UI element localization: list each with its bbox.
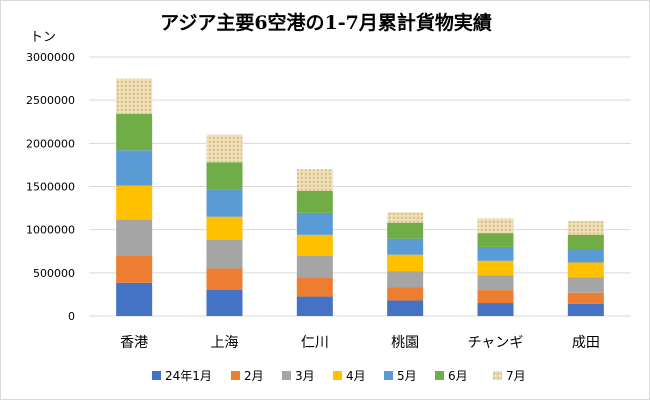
bar-segment: [296, 234, 333, 256]
y-tick-label: 1000000: [26, 224, 75, 237]
bar-segment: [387, 238, 424, 255]
legend-label: 6月: [448, 369, 468, 383]
y-unit-label: トン: [30, 30, 56, 45]
x-tick-label: 仁川: [301, 335, 329, 351]
x-tick-label: チャンギ: [468, 335, 524, 351]
legend-label: 3月: [295, 369, 315, 383]
x-tick-label: 成田: [572, 335, 600, 351]
gridlines: [89, 56, 631, 317]
bar-segment: [116, 150, 153, 186]
bar-segment: [296, 212, 333, 235]
bar-segment: [116, 78, 153, 114]
legend-swatch: [384, 371, 393, 380]
bar-segment: [567, 292, 604, 304]
bar-segment: [206, 289, 243, 316]
bar-segment: [296, 190, 333, 213]
x-tick-label: 香港: [120, 335, 148, 351]
x-tick-label: 桃園: [391, 335, 419, 351]
bar-segment: [477, 260, 514, 276]
bar-segment: [477, 233, 514, 247]
bar-segment: [296, 278, 333, 297]
bar-segment: [206, 268, 243, 290]
bar-segment: [387, 254, 424, 272]
bar-segment: [567, 277, 604, 293]
bar-segment: [387, 222, 424, 239]
legend-swatch: [435, 371, 444, 380]
bar-segment: [206, 189, 243, 217]
bar-segment: [116, 282, 153, 316]
bar-segment: [296, 169, 333, 191]
legend-label: 24年1月: [165, 369, 212, 383]
y-tick-label: 3000000: [26, 51, 75, 64]
bar-segment: [116, 113, 153, 151]
bar-segment: [567, 262, 604, 278]
legend-label: 5月: [397, 369, 417, 383]
legend-swatch: [333, 371, 342, 380]
x-tick-label: 上海: [211, 335, 239, 351]
legend-swatch: [493, 371, 502, 380]
bar-segment: [567, 221, 604, 235]
legend-swatch: [231, 371, 240, 380]
bar-segment: [296, 255, 333, 279]
bar-segment: [387, 212, 424, 223]
chart-title: アジア主要6空港の1-7月累計貨物実績: [160, 11, 492, 34]
bar-segment: [477, 290, 514, 304]
y-tick-label: 0: [68, 310, 75, 323]
x-axis-ticks: 香港 上海 仁川 桃園 チャンギ 成田: [120, 335, 600, 351]
bar-segment: [567, 249, 604, 263]
y-tick-label: 1500000: [26, 181, 75, 194]
bar-segment: [567, 234, 604, 250]
legend-label: 4月: [346, 369, 366, 383]
bar-segment: [387, 287, 424, 301]
bar-segment: [116, 255, 153, 283]
bars: [116, 78, 604, 316]
y-axis-ticks: 0 500000 1000000 1500000 2000000 2500000 30000…: [26, 51, 75, 323]
bar-segment: [387, 271, 424, 288]
bar-segment: [206, 216, 243, 241]
bar-segment: [116, 185, 153, 220]
bar-segment: [116, 219, 153, 256]
bar-segment: [567, 303, 604, 316]
bar-segment: [477, 218, 514, 234]
bar-segment: [206, 240, 243, 269]
y-tick-label: 2500000: [26, 94, 75, 107]
legend-label: 2月: [244, 369, 264, 383]
legend: 24年1月 2月 3月 4月 5月 6月 7月: [152, 369, 526, 383]
y-tick-label: 500000: [33, 267, 75, 280]
legend-label: 7月: [506, 369, 526, 383]
bar-segment: [206, 134, 243, 163]
bar-segment: [387, 300, 424, 316]
bar-segment: [477, 246, 514, 261]
bar-segment: [206, 162, 243, 190]
legend-swatch: [282, 371, 291, 380]
y-tick-label: 2000000: [26, 137, 75, 150]
bar-segment: [477, 275, 514, 291]
bar-segment: [477, 303, 514, 316]
legend-swatch: [152, 371, 161, 380]
bar-segment: [296, 296, 333, 316]
